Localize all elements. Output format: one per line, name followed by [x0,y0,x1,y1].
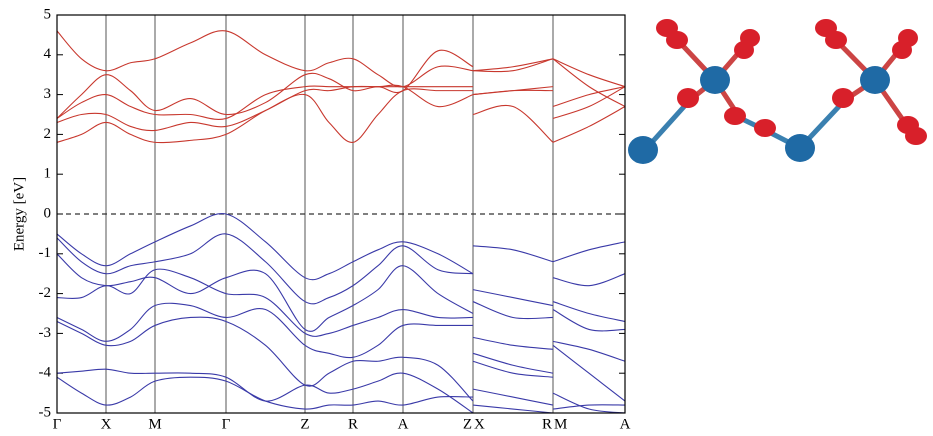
y-tick-label: 3 [44,86,52,102]
molecule-illustration [628,19,927,164]
x-tick-label: A [620,416,631,432]
y-tick-label: -2 [39,285,52,301]
band-line [57,377,625,413]
band-line [57,31,625,87]
x-tick-label: R [542,416,552,432]
x-tick-label: M [148,416,161,432]
x-tick-label: M [554,416,567,432]
x-tick-label: Z [463,416,472,432]
x-tick-label: A [398,416,409,432]
x-tick-label: Γ [222,416,231,432]
x-tick-label: Z [300,416,309,432]
y-axis-label: Energy [eV] [11,177,27,251]
band-line [57,50,625,118]
y-tick-label: 1 [44,166,52,182]
y-tick-label: -3 [39,325,52,341]
band-line [57,303,625,373]
y-tick-label: -1 [39,245,52,261]
x-tick-label: X [101,416,112,432]
band-line [57,269,625,349]
y-tick-label: -5 [39,404,52,420]
band-line [57,89,625,143]
y-tick-label: 0 [44,205,52,221]
band-line [57,234,625,306]
y-tick-label: -4 [39,365,52,381]
band-line [57,85,625,130]
y-tick-label: 4 [44,46,52,62]
x-tick-label: X [474,416,485,432]
chart: Energy [eV] [0,0,933,436]
y-tick-label: 2 [44,126,52,142]
y-tick-label: 5 [44,6,52,22]
x-tick-label: Γ [53,416,62,432]
x-tick-label: R [348,416,358,432]
band-line [57,214,625,280]
